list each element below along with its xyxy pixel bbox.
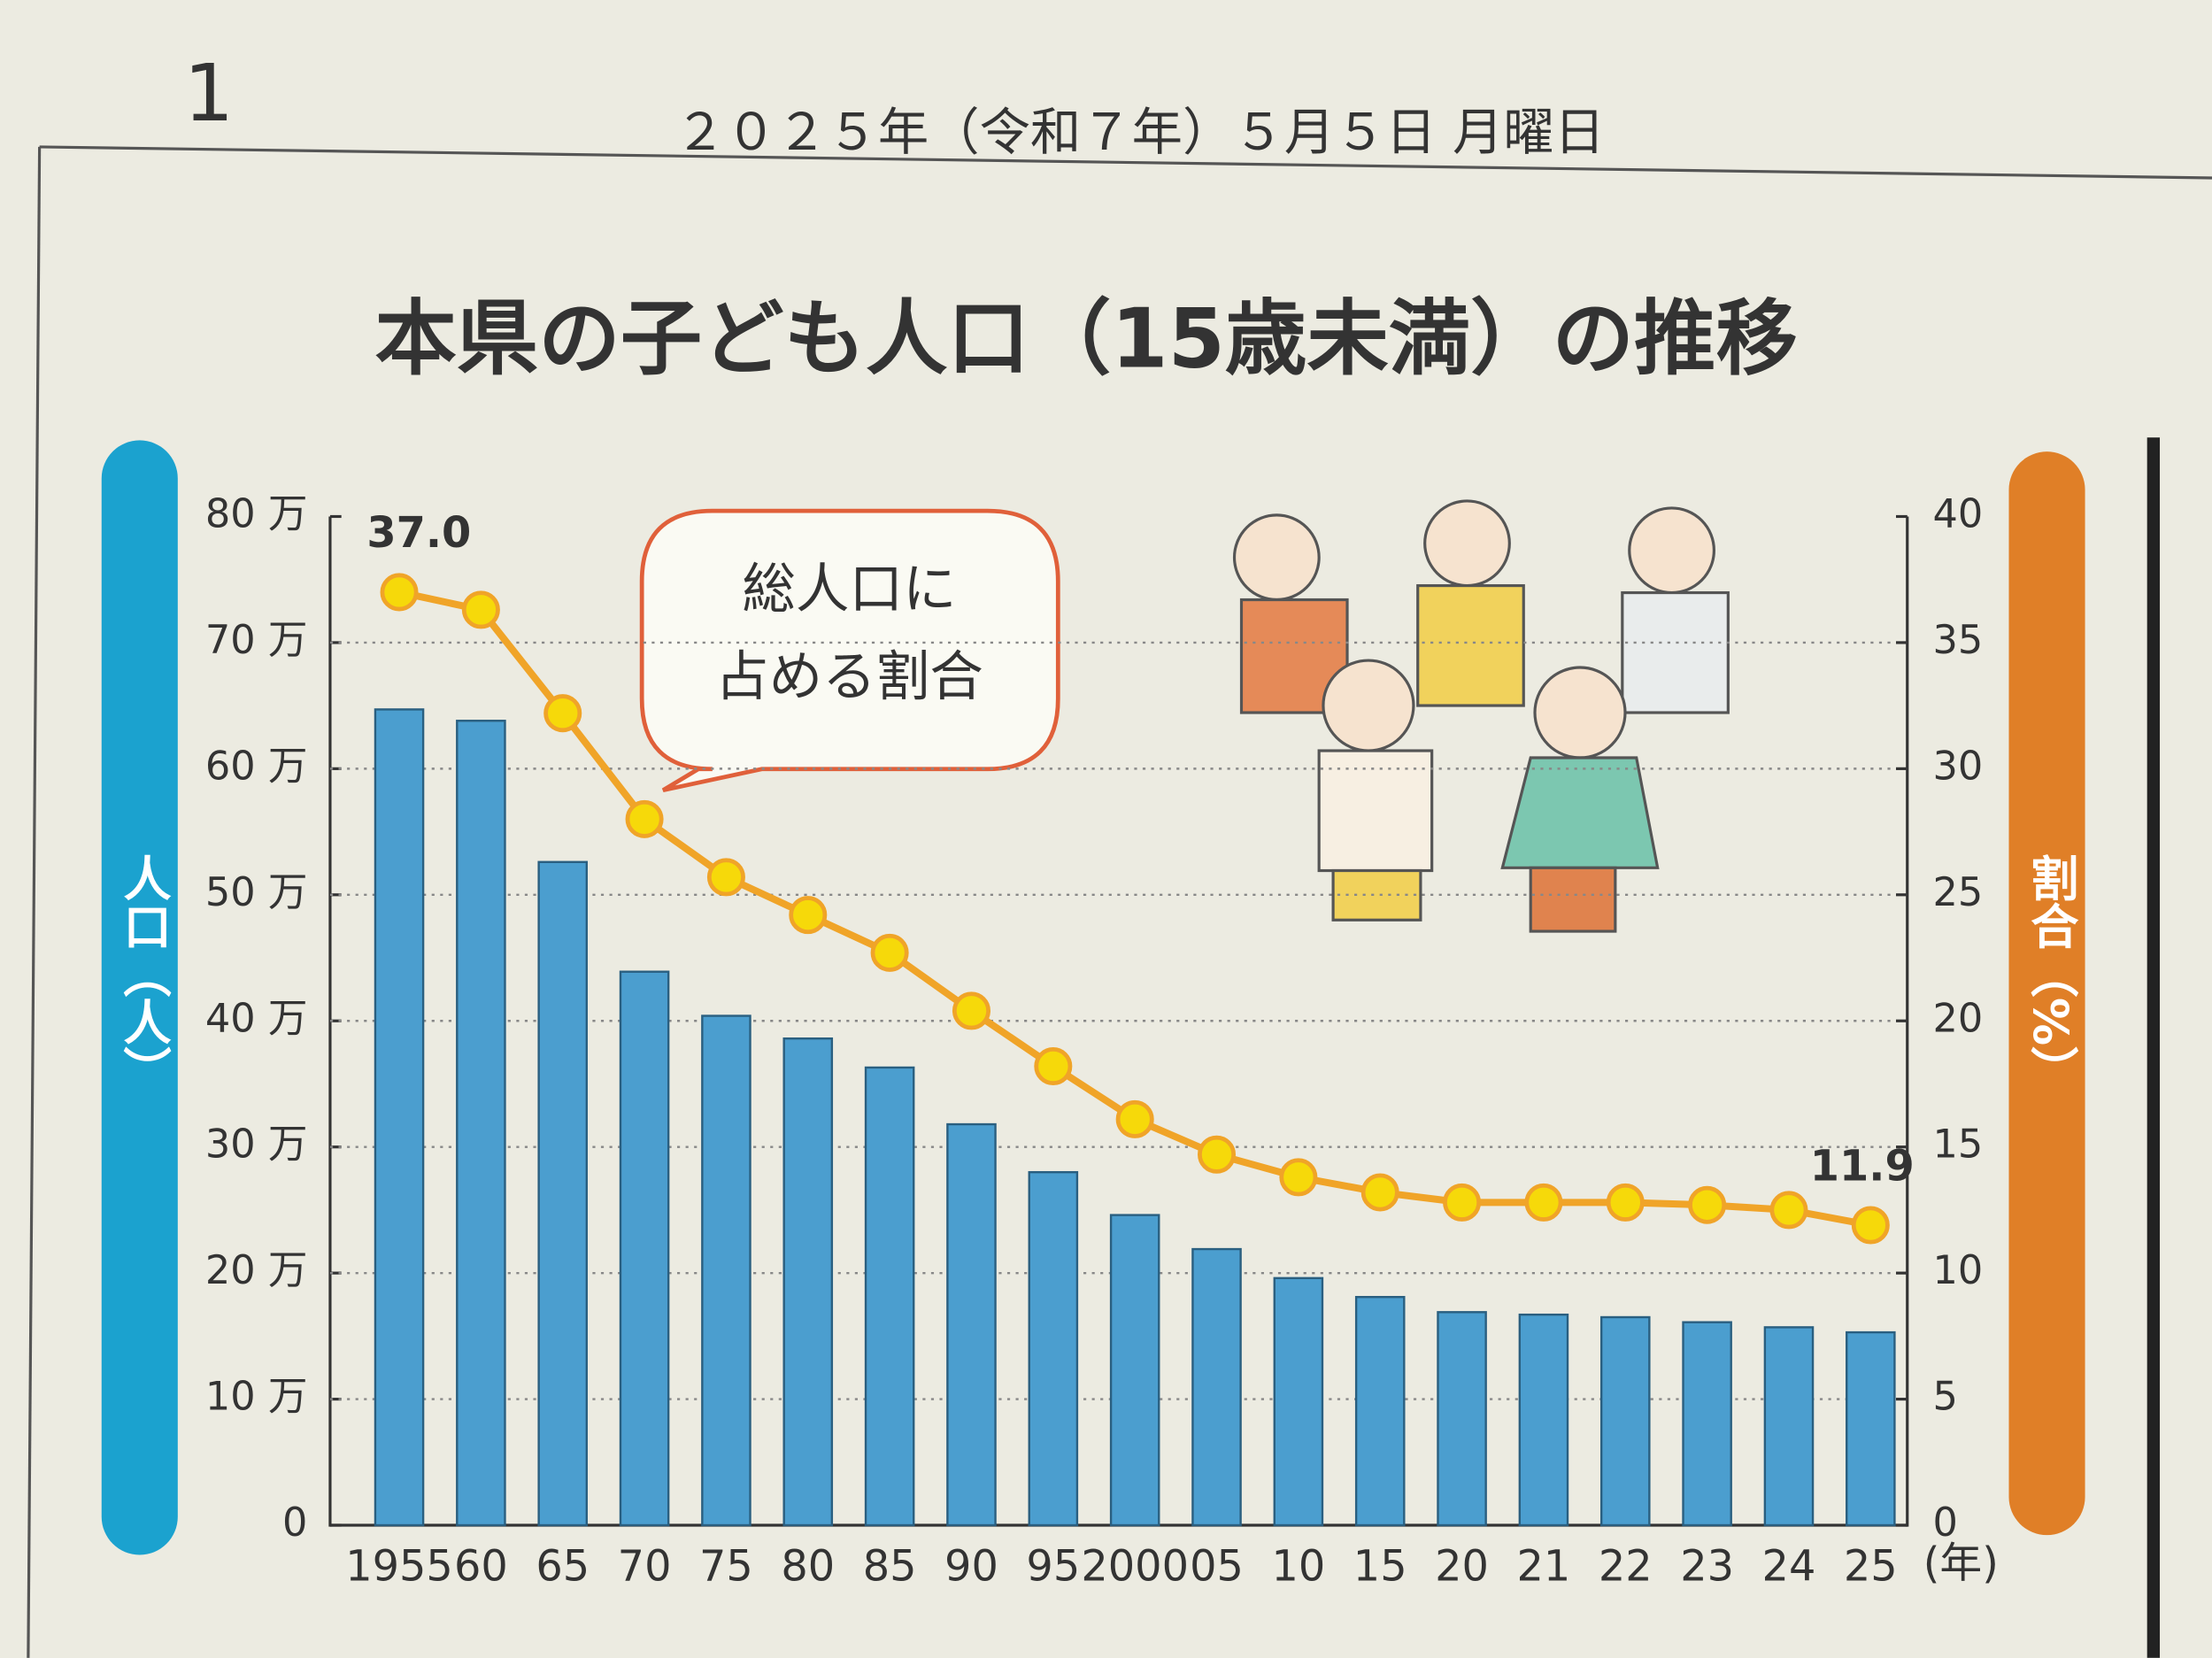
bar (619, 970, 670, 1527)
marker (1688, 1185, 1727, 1224)
x-tick-label: 21 (1517, 1542, 1571, 1591)
marker (706, 858, 745, 897)
frame-top (39, 145, 2212, 180)
x-tick-label: 1955 (345, 1542, 453, 1591)
frame-right (2146, 437, 2161, 1658)
y2-tick-label: 5 (1932, 1374, 1957, 1420)
x-tick-label: 20 (1435, 1542, 1489, 1591)
x-tick-label: 70 (618, 1542, 672, 1591)
bar (1109, 1214, 1160, 1527)
x-tick-label: 85 (863, 1542, 917, 1591)
marker (1606, 1183, 1645, 1222)
x-unit: (年) (1923, 1539, 1999, 1588)
marker (625, 799, 664, 838)
callout-text: 総人口に (742, 559, 956, 621)
x-tick-label: 25 (1844, 1542, 1898, 1591)
bar (1682, 1321, 1732, 1527)
y2-tick-label: 30 (1932, 743, 1983, 789)
y2-tick-label: 10 (1932, 1247, 1983, 1293)
page-number: 1 (183, 48, 234, 140)
value-label: 11.9 (1810, 1142, 1915, 1191)
date: ２０２５年（令和７年）５月５日 月曜日 (674, 103, 1605, 162)
x-tick-label: 75 (699, 1542, 753, 1591)
marker (1851, 1206, 1890, 1245)
bar (701, 1014, 751, 1527)
bar (1763, 1326, 1815, 1527)
y2-tick-label: 25 (1932, 869, 1983, 915)
y2-tick-label: 40 (1932, 490, 1983, 536)
marker (1360, 1173, 1399, 1212)
chart-title: 本県の子ども人口（15歳未満）の推移 (375, 290, 1798, 386)
marker (1034, 1047, 1073, 1086)
marker (1524, 1183, 1563, 1222)
x-tick-label: 65 (536, 1542, 590, 1591)
y-tick-label: 0 (282, 1500, 307, 1546)
marker (789, 896, 828, 935)
y2-tick-label: 20 (1932, 995, 1983, 1041)
marker (543, 694, 582, 733)
illustration (1232, 499, 1730, 933)
marker (952, 991, 990, 1030)
x-tick-label: 10 (1271, 1542, 1325, 1591)
bar (864, 1066, 915, 1527)
bar (782, 1037, 834, 1527)
marker (1115, 1099, 1154, 1138)
bar (1518, 1313, 1569, 1527)
x-tick-label: 2000 (1081, 1542, 1189, 1591)
x-tick-label: 95 (1026, 1542, 1080, 1591)
y2-tick-label: 15 (1932, 1122, 1983, 1168)
marker (461, 590, 500, 629)
bar (1028, 1170, 1079, 1527)
x-tick-label: 22 (1599, 1542, 1653, 1591)
y2-tick-label: 0 (1932, 1500, 1957, 1546)
y2-label-pill (2008, 451, 2085, 1536)
bar (1599, 1315, 1651, 1527)
y-tick-label: 50 万 (205, 869, 308, 915)
marker (1443, 1183, 1482, 1222)
x-tick-label: 15 (1353, 1542, 1407, 1591)
marker (870, 933, 909, 972)
bar (374, 708, 425, 1527)
y-label-pill (101, 440, 178, 1555)
marker (1279, 1158, 1318, 1197)
y-tick-label: 40 万 (205, 995, 308, 1041)
value-label: 37.0 (366, 509, 471, 558)
y-tick-label: 30 万 (205, 1122, 308, 1168)
x-tick-label: 23 (1680, 1542, 1734, 1591)
callout-bubble (639, 508, 1060, 793)
callout-text: 占める割合 (715, 646, 983, 708)
y-tick-label: 20 万 (205, 1247, 308, 1293)
x-tick-label: 80 (781, 1542, 835, 1591)
bar (1191, 1247, 1242, 1527)
marker (380, 573, 419, 612)
bar (1846, 1330, 1896, 1527)
bar (456, 720, 506, 1527)
x-tick-label: 90 (944, 1542, 998, 1591)
bar (1354, 1296, 1406, 1527)
x-tick-label: 60 (454, 1542, 508, 1591)
bar (946, 1122, 997, 1527)
x-tick-label: 05 (1190, 1542, 1244, 1591)
marker (1198, 1135, 1237, 1174)
y2-axis-label: 割合（%） (2023, 853, 2078, 1093)
y-tick-label: 70 万 (205, 617, 308, 663)
y-tick-label: 10 万 (205, 1374, 308, 1420)
bar (537, 860, 589, 1527)
bar (1437, 1311, 1487, 1527)
y2-tick-label: 35 (1932, 617, 1983, 663)
marker (1769, 1191, 1808, 1230)
y-tick-label: 60 万 (205, 743, 308, 789)
y-axis-label: 人口（人） (115, 853, 171, 1093)
frame-left (27, 146, 42, 1658)
y-tick-label: 80 万 (205, 490, 308, 536)
x-tick-label: 24 (1762, 1542, 1816, 1591)
bar (1273, 1276, 1324, 1527)
